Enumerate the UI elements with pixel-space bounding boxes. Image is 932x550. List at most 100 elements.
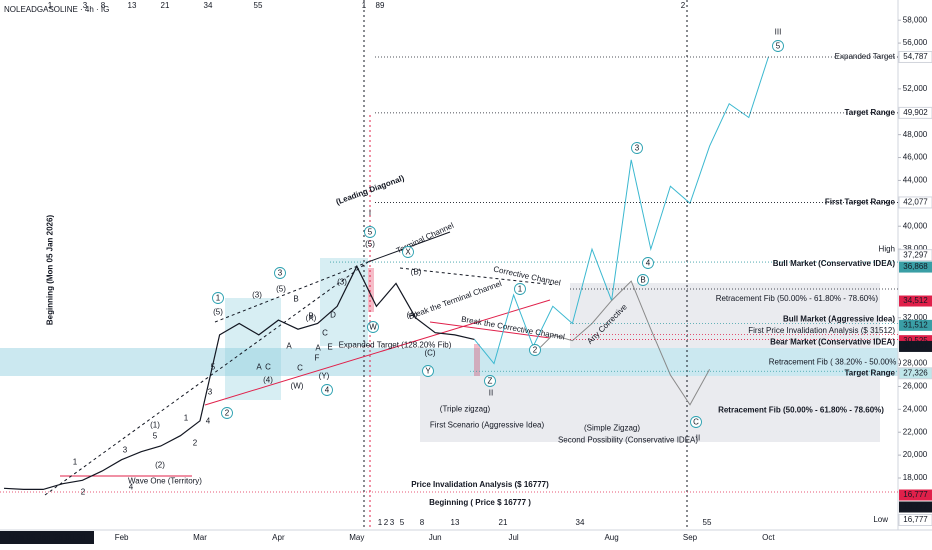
- channel-line: [399, 267, 556, 286]
- price-box: [898, 514, 932, 527]
- annotation: Beginning (Mon 05 Jan 2026): [46, 215, 55, 326]
- zones: [0, 258, 898, 442]
- annotation: (Triple zigzag): [440, 405, 491, 414]
- y-tick-label: 32,000: [903, 313, 928, 322]
- level-label: Retracement Fib (50.00% - 61.80% - 78.60…: [716, 294, 879, 303]
- wave-circle: [274, 267, 286, 279]
- annotation: (2): [155, 461, 165, 470]
- price-box: [899, 501, 932, 513]
- price-box-label: 49,902: [903, 108, 928, 117]
- price-box: [898, 50, 932, 63]
- time-mark: 34: [576, 518, 585, 527]
- annotation: D: [330, 311, 336, 320]
- annotation: 2: [81, 488, 86, 497]
- price-box: [898, 106, 932, 119]
- x-tick-label: Mon 05 Jan '26 00:30: [9, 533, 86, 542]
- y-tick-label: 20,000: [903, 450, 928, 459]
- chart-title: NOLEADGASOLINE · 4h · IG: [4, 5, 109, 14]
- time-mark: 2: [681, 1, 686, 10]
- series-line: [532, 280, 711, 406]
- annotation: 2: [225, 409, 230, 418]
- annotation: First Scenario (Aggressive Idea): [430, 421, 545, 430]
- time-mark: 8: [420, 518, 425, 527]
- annotation: 5: [368, 228, 373, 237]
- price-box: [898, 367, 932, 380]
- annotation: Z: [488, 377, 493, 386]
- annotation: A: [286, 342, 292, 351]
- annotation: B: [308, 312, 313, 321]
- level-label: First Price Invalidation Analysis ($ 315…: [748, 326, 895, 335]
- annotation: C: [693, 418, 699, 427]
- y-tick-label: 46,000: [903, 153, 928, 162]
- annotation: Retracement Fib (50.00% - 61.80% - 78.60…: [718, 406, 884, 415]
- price-box-label: 36,868: [903, 262, 928, 271]
- annotation: 1: [518, 285, 523, 294]
- annotation: (5): [213, 308, 223, 317]
- x-tick-label: Jun: [429, 533, 442, 542]
- level-label: Bull Market (Conservative IDEA): [773, 259, 896, 268]
- annotation: 1: [216, 294, 221, 303]
- annotation: (4): [263, 376, 273, 385]
- wave-circle: [529, 344, 541, 356]
- annotation: (3): [252, 291, 262, 300]
- price-box-label: 27,326: [903, 368, 928, 377]
- annotation: (Y): [319, 372, 330, 381]
- level-label: First Target Range: [825, 198, 896, 207]
- y-tick-label: 24,000: [903, 404, 928, 413]
- time-mark: 1: [378, 518, 383, 527]
- level-label: Beginning ( Price $ 16777 ): [429, 498, 531, 507]
- annotation: II: [696, 434, 700, 443]
- y-tick-label: 26,000: [903, 382, 928, 391]
- y-tick-label: 38,000: [903, 244, 928, 253]
- wave-circle: [402, 246, 414, 258]
- price-box: [899, 319, 932, 331]
- annotation: I: [369, 209, 371, 218]
- x-tick-label: Mar: [193, 533, 207, 542]
- price-box-label: 16,777: [903, 515, 928, 524]
- level-label: Target Range: [844, 368, 895, 377]
- y-tick-label: 52,000: [903, 84, 928, 93]
- annotation: 3: [208, 388, 213, 397]
- y-tick-label: 44,000: [903, 176, 928, 185]
- time-mark: 13: [451, 518, 460, 527]
- zone: [0, 348, 898, 376]
- x-tick-label: Apr: [272, 533, 285, 542]
- zone: [368, 268, 374, 312]
- annotation: (Simple Zigzag): [584, 424, 640, 433]
- annotation: W: [369, 323, 377, 332]
- series-line: [474, 56, 769, 365]
- wave-circle: [514, 283, 526, 295]
- annotation: (C): [424, 349, 435, 358]
- price-box: [899, 295, 932, 307]
- wave-circle: [212, 292, 224, 304]
- price-box-label: 30,525: [903, 336, 928, 345]
- level-label: Target Range: [844, 108, 895, 117]
- time-mark: 34: [204, 1, 213, 10]
- price-box-label: 54,787: [903, 52, 928, 61]
- wave-circle: [221, 407, 233, 419]
- time-mark: 8: [101, 1, 106, 10]
- y-tick-label: 28,000: [903, 359, 928, 368]
- channel-line: [429, 321, 551, 339]
- price-box-label: 16,777: [903, 502, 928, 511]
- annotation: III: [775, 28, 782, 37]
- annotation: Y: [425, 367, 431, 376]
- price-box: [898, 249, 932, 262]
- annotation: F: [315, 354, 320, 363]
- y-tick-label: 58,000: [903, 15, 928, 24]
- price-box: [899, 489, 932, 501]
- zone: [474, 344, 480, 376]
- wave-circle: [642, 257, 654, 269]
- price-axis: [898, 0, 932, 550]
- annotation: E: [327, 343, 332, 352]
- annotation: II: [489, 389, 493, 398]
- annotation: 3: [278, 269, 283, 278]
- annotation: Wave One (Territory): [128, 477, 202, 486]
- annotation: (A): [407, 311, 418, 320]
- annotation: Retracement Fib ( 38.20% - 50.00% ): [769, 358, 902, 367]
- level-label: High: [879, 244, 895, 253]
- annotation: 4: [129, 483, 134, 492]
- annotation: B: [640, 276, 645, 285]
- wave-circle: [484, 375, 496, 387]
